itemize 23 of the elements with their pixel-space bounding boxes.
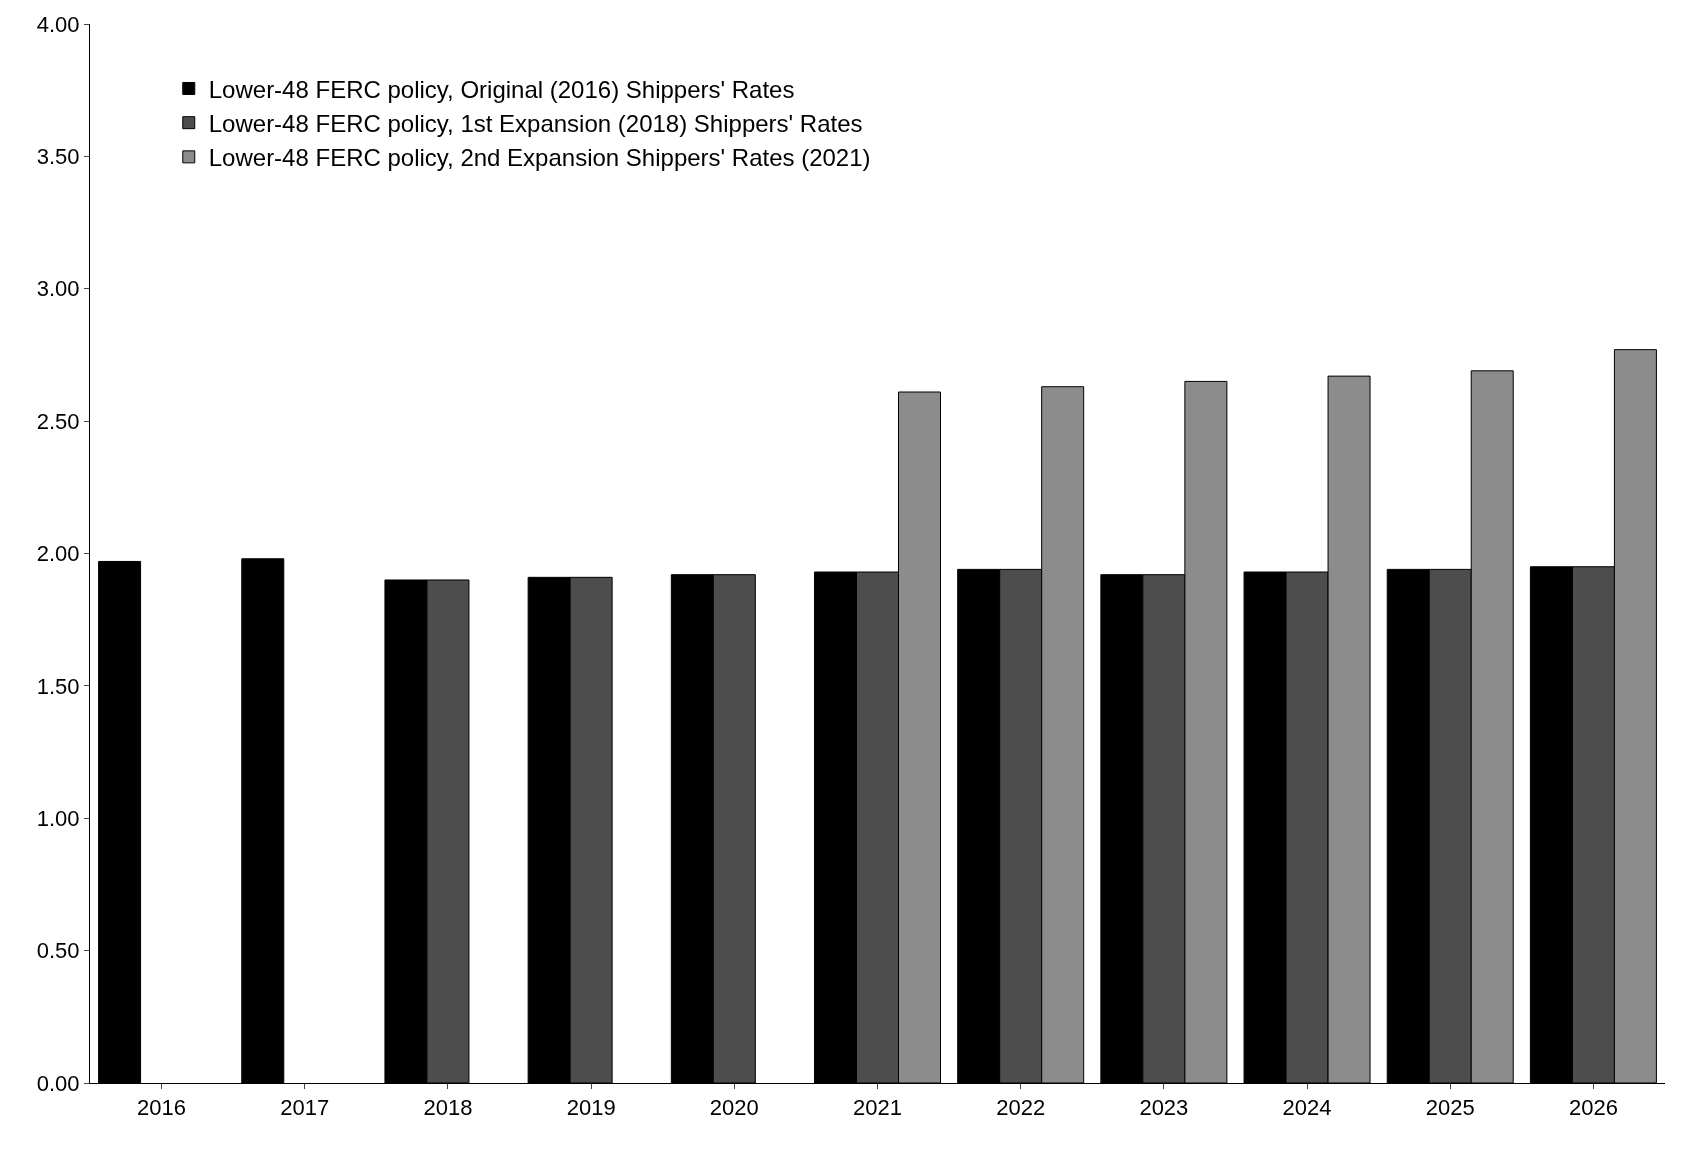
y-tick-label: 2.00 [36,541,80,567]
y-tick-label: 2.50 [36,408,80,434]
x-tick-label: 2025 [1425,1095,1475,1121]
x-tick-label: 2026 [1568,1095,1618,1121]
legend-label: Lower-48 FERC policy, 1st Expansion (2018) Shippers' Rates [208,110,863,138]
y-tick-label: 1.00 [36,805,80,831]
x-tick-label: 2017 [280,1095,330,1121]
y-tick-label: 3.50 [36,144,80,170]
x-tick-label: 2022 [996,1095,1046,1121]
y-tick-label: 3.00 [36,276,80,302]
x-tick-label: 2018 [423,1095,473,1121]
x-tick-label: 2020 [709,1095,759,1121]
x-tick-label: 2024 [1282,1095,1332,1121]
x-tick-label: 2016 [137,1095,187,1121]
y-tick-label: 0.50 [36,938,80,964]
y-tick-label: 0.00 [36,1070,80,1096]
x-tick-label: 2019 [566,1095,616,1121]
legend-label: Lower-48 FERC policy, 2nd Expansion Shippers' Rates (2021) [208,144,871,172]
x-tick-label: 2021 [853,1095,902,1121]
legend-label: Lower-48 FERC policy, Original (2016) Shippers' Rates [208,75,795,103]
y-tick-label: 4.00 [36,11,80,37]
y-tick-label: 1.50 [36,673,80,699]
x-tick-label: 2023 [1139,1095,1189,1121]
